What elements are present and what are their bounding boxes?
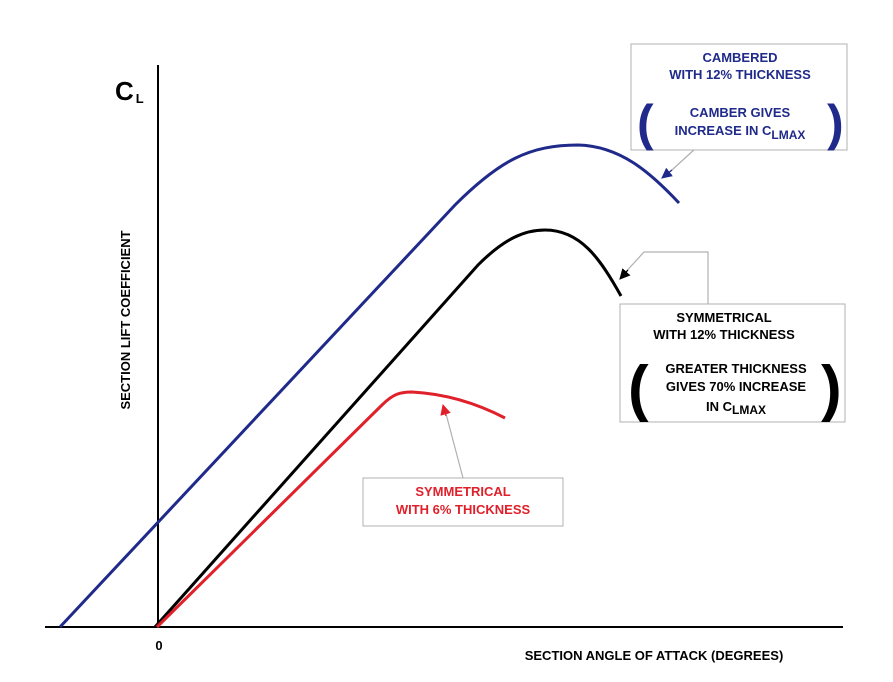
- cambered-callout: CAMBERED WITH 12% THICKNESS ( ) CAMBER G…: [630, 43, 848, 151]
- symmetrical-6-curve: [155, 390, 506, 629]
- cambered-paren-left: (: [637, 95, 654, 151]
- cambered-note-line1: CAMBER GIVES: [690, 105, 791, 120]
- symmetrical-6-title: SYMMETRICAL: [415, 484, 510, 499]
- cambered-curve: [58, 143, 681, 629]
- x-axis-label: SECTION ANGLE OF ATTACK (DEGREES): [525, 648, 784, 663]
- symmetrical-12-callout: SYMMETRICAL WITH 12% THICKNESS ( ) GREAT…: [619, 303, 846, 423]
- cambered-title: CAMBERED: [702, 50, 777, 65]
- y-axis-label: SECTION LIFT COEFFICIENT: [118, 230, 133, 409]
- symmetrical-12-thickness: WITH 12% THICKNESS: [653, 327, 795, 342]
- symmetrical-6-arrow: [440, 403, 451, 417]
- cambered-note-line2: INCREASE IN CLMAX: [675, 123, 806, 142]
- cambered-paren-right: ): [827, 95, 844, 151]
- symmetrical-6-thickness: WITH 6% THICKNESS: [396, 502, 531, 517]
- cambered-arrow: [661, 167, 673, 179]
- symmetrical-6-leader: [444, 409, 464, 479]
- symmetrical-12-curve: [153, 228, 623, 628]
- symmetrical-12-leader: [621, 251, 709, 304]
- symmetrical-12-paren-right: ): [821, 354, 842, 423]
- symmetrical-12-note-line2: GIVES 70% INCREASE: [666, 379, 806, 394]
- symmetrical-12-note-line3: IN CLMAX: [706, 399, 766, 417]
- symmetrical-12-paren-left: (: [628, 354, 649, 423]
- symmetrical-12-title: SYMMETRICAL: [676, 310, 771, 325]
- symmetrical-6-callout: SYMMETRICAL WITH 6% THICKNESS: [362, 477, 564, 527]
- symmetrical-12-note-line1: GREATER THICKNESS: [665, 361, 807, 376]
- cambered-thickness: WITH 12% THICKNESS: [669, 67, 811, 82]
- origin-label: 0: [155, 638, 162, 653]
- symmetrical-12-arrow: [619, 268, 631, 280]
